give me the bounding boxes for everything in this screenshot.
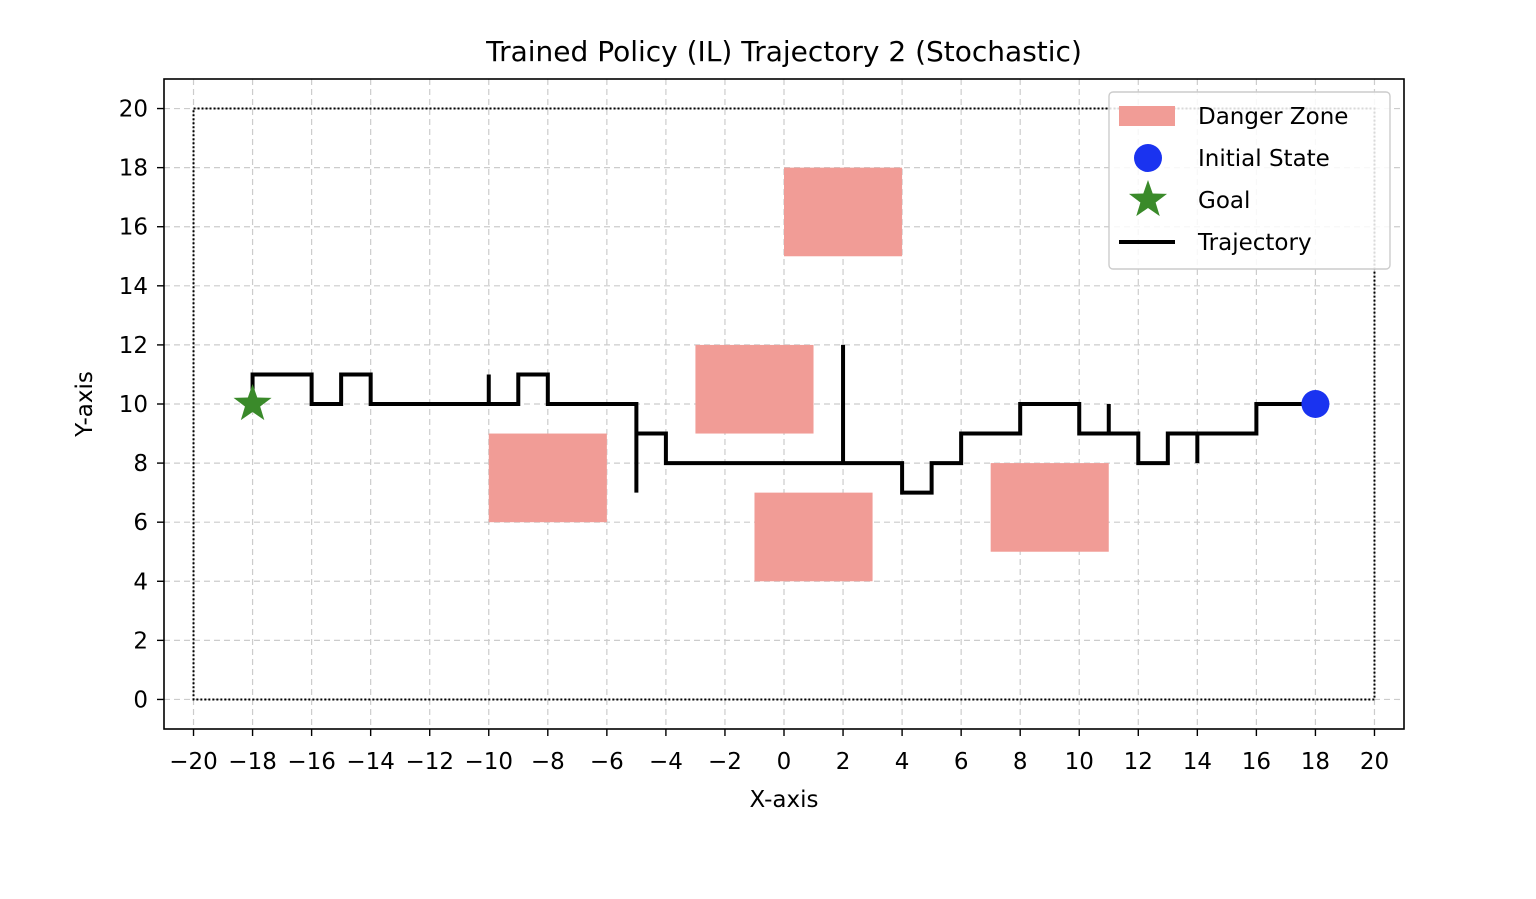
y-tick-label: 4 bbox=[133, 569, 148, 595]
legend: Danger Zone Initial State Goal Trajectory bbox=[1108, 91, 1391, 270]
y-tick-label: 0 bbox=[133, 687, 148, 713]
y-tick-label: 20 bbox=[119, 97, 148, 123]
goal-star-marker bbox=[233, 384, 272, 421]
x-tick-label: −14 bbox=[346, 749, 395, 775]
x-tick-label: −4 bbox=[649, 749, 683, 775]
danger-zone-rect bbox=[754, 492, 873, 582]
y-tick-label: 10 bbox=[119, 392, 148, 418]
x-tick-label: 16 bbox=[1242, 749, 1271, 775]
danger-zone-rect bbox=[695, 344, 814, 434]
danger-zone-rect bbox=[990, 463, 1109, 552]
y-tick-label: 16 bbox=[119, 215, 148, 241]
legend-box bbox=[1108, 91, 1391, 270]
legend-danger-swatch bbox=[1119, 106, 1175, 126]
x-tick-label: 20 bbox=[1360, 749, 1389, 775]
x-ticks: −20 −18 −16 −14 −12 −10 −8 −6 −4 −2 0 2 4 6 8 10 12 14 16 1… bbox=[169, 729, 1389, 775]
x-tick-label: −6 bbox=[590, 749, 624, 775]
x-axis-label: X-axis bbox=[750, 787, 819, 813]
markers-layer bbox=[233, 384, 1330, 421]
trajectory-layer bbox=[250, 344, 1316, 495]
y-tick-label: 2 bbox=[133, 628, 148, 654]
legend-label: Danger Zone bbox=[1198, 104, 1348, 130]
y-tick-label: 14 bbox=[119, 274, 148, 300]
x-tick-label: −16 bbox=[287, 749, 336, 775]
legend-label: Goal bbox=[1198, 188, 1250, 214]
boundary-rect bbox=[192, 107, 1376, 701]
x-tick-label: −10 bbox=[464, 749, 513, 775]
x-tick-label: 14 bbox=[1183, 749, 1212, 775]
y-tick-label: 6 bbox=[133, 510, 148, 536]
x-tick-label: 10 bbox=[1065, 749, 1094, 775]
danger-zone-rect bbox=[784, 167, 903, 257]
x-tick-label: 12 bbox=[1124, 749, 1153, 775]
x-tick-label: −2 bbox=[708, 749, 742, 775]
y-tick-label: 12 bbox=[119, 333, 148, 359]
x-tick-label: 18 bbox=[1301, 749, 1330, 775]
y-tick-label: 8 bbox=[133, 451, 148, 477]
x-tick-label: 8 bbox=[1013, 749, 1028, 775]
danger-zones bbox=[488, 167, 1109, 582]
danger-zone-rect bbox=[488, 433, 607, 523]
x-tick-label: 0 bbox=[777, 749, 792, 775]
x-tick-label: 6 bbox=[954, 749, 969, 775]
y-axis-label: Y-axis bbox=[72, 371, 98, 438]
environment-boundary bbox=[192, 107, 1376, 701]
x-tick-label: −12 bbox=[405, 749, 454, 775]
x-tick-label: −20 bbox=[169, 749, 218, 775]
chart-title: Trained Policy (IL) Trajectory 2 (Stocha… bbox=[485, 35, 1082, 68]
legend-label: Trajectory bbox=[1197, 230, 1312, 256]
x-tick-label: 4 bbox=[895, 749, 910, 775]
legend-goal-swatch bbox=[1128, 180, 1168, 217]
x-tick-label: 2 bbox=[836, 749, 851, 775]
x-tick-label: −18 bbox=[228, 749, 277, 775]
trajectory-line bbox=[250, 344, 1316, 495]
x-tick-label: −8 bbox=[531, 749, 565, 775]
y-ticks: 0 2 4 6 8 10 12 14 16 18 20 bbox=[119, 97, 164, 713]
legend-initial-swatch bbox=[1134, 144, 1162, 172]
y-tick-label: 18 bbox=[119, 156, 148, 182]
legend-label: Initial State bbox=[1198, 146, 1330, 172]
initial-state-marker bbox=[1301, 390, 1330, 418]
